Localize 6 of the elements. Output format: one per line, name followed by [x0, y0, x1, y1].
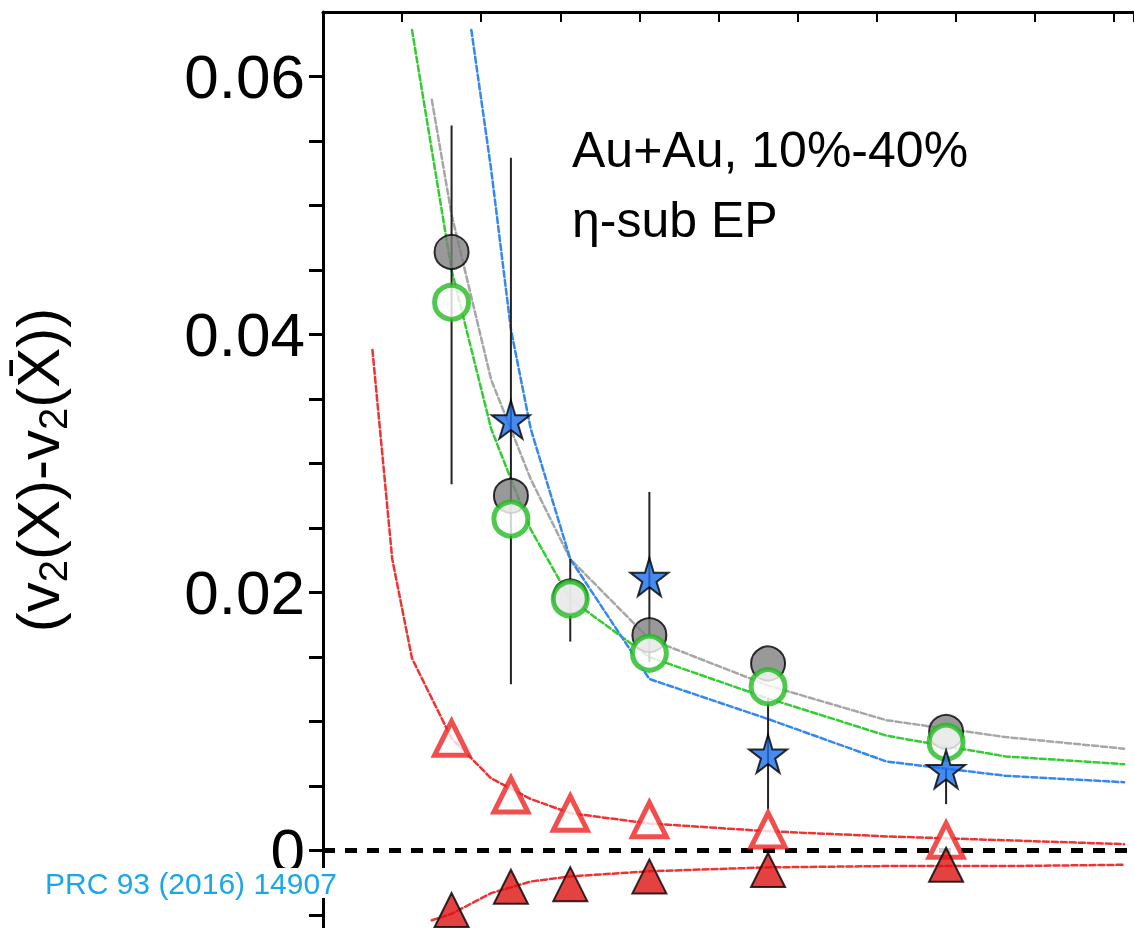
y-axis-title: (v2(X)-v2(X̄)) — [4, 307, 75, 633]
y-tick-label: 0.04 — [184, 300, 305, 370]
y-tick-label: 0.06 — [184, 42, 305, 112]
annotation: η-sub EP — [572, 192, 778, 248]
annotation: Au+Au, 10%-40% — [572, 122, 969, 178]
y-tick-label: 0.02 — [184, 558, 305, 628]
